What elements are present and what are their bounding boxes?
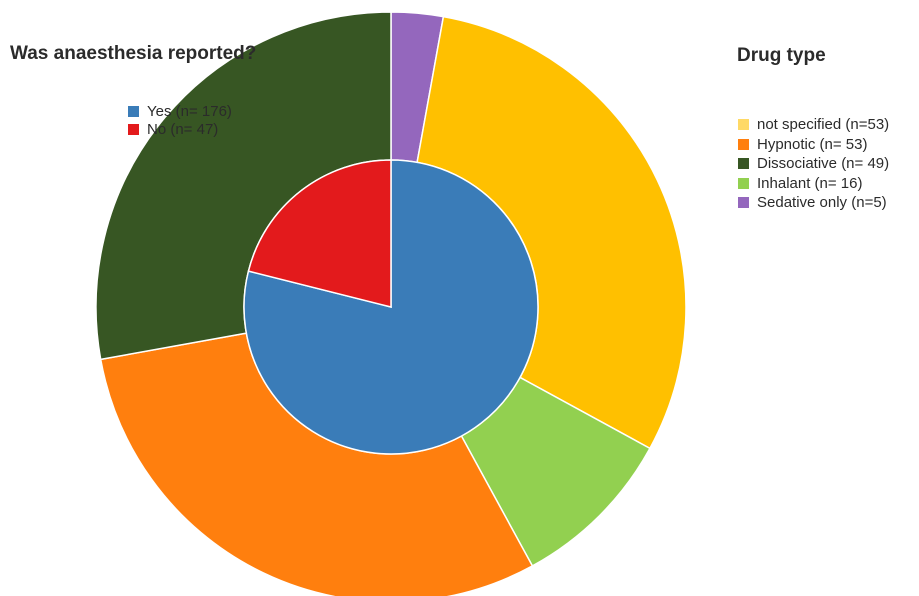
legend-item-hypnotic: Hypnotic (n= 53) bbox=[738, 135, 889, 155]
outer-chart-title: Drug type bbox=[737, 45, 826, 66]
legend-item-not-specified: not specified (n=53) bbox=[738, 115, 889, 135]
legend-label-inhalant: Inhalant (n= 16) bbox=[757, 174, 863, 192]
inner-legend: Yes (n= 176) No (n= 47) bbox=[128, 102, 232, 138]
legend-label-not-specified: not specified (n=53) bbox=[757, 116, 890, 134]
inner-slice-no bbox=[247, 159, 392, 308]
inner-chart-title: Was anaesthesia reported? bbox=[10, 43, 257, 64]
legend-label-no: No (n= 47) bbox=[147, 120, 219, 138]
legend-label-dissociative: Dissociative (n= 49) bbox=[757, 155, 890, 173]
legend-swatch-no bbox=[128, 123, 139, 135]
legend-item-dissociative: Dissociative (n= 49) bbox=[738, 154, 889, 174]
legend-swatch-not-specified bbox=[738, 119, 749, 131]
legend-swatch-inhalant bbox=[738, 177, 749, 189]
legend-swatch-sedative bbox=[738, 197, 749, 209]
legend-label-yes: Yes (n= 176) bbox=[147, 102, 232, 120]
legend-label-sedative: Sedative only (n=5) bbox=[757, 194, 887, 212]
legend-swatch-yes bbox=[128, 105, 139, 117]
legend-item-inhalant: Inhalant (n= 16) bbox=[738, 174, 889, 194]
outer-legend: not specified (n=53) Hypnotic (n= 53) Di… bbox=[738, 115, 889, 213]
legend-item-yes: Yes (n= 176) bbox=[128, 102, 232, 120]
legend-swatch-hypnotic bbox=[738, 138, 749, 150]
legend-item-no: No (n= 47) bbox=[128, 120, 232, 138]
legend-label-hypnotic: Hypnotic (n= 53) bbox=[757, 135, 868, 153]
legend-item-sedative: Sedative only (n=5) bbox=[738, 193, 889, 213]
legend-swatch-dissociative bbox=[738, 158, 749, 170]
